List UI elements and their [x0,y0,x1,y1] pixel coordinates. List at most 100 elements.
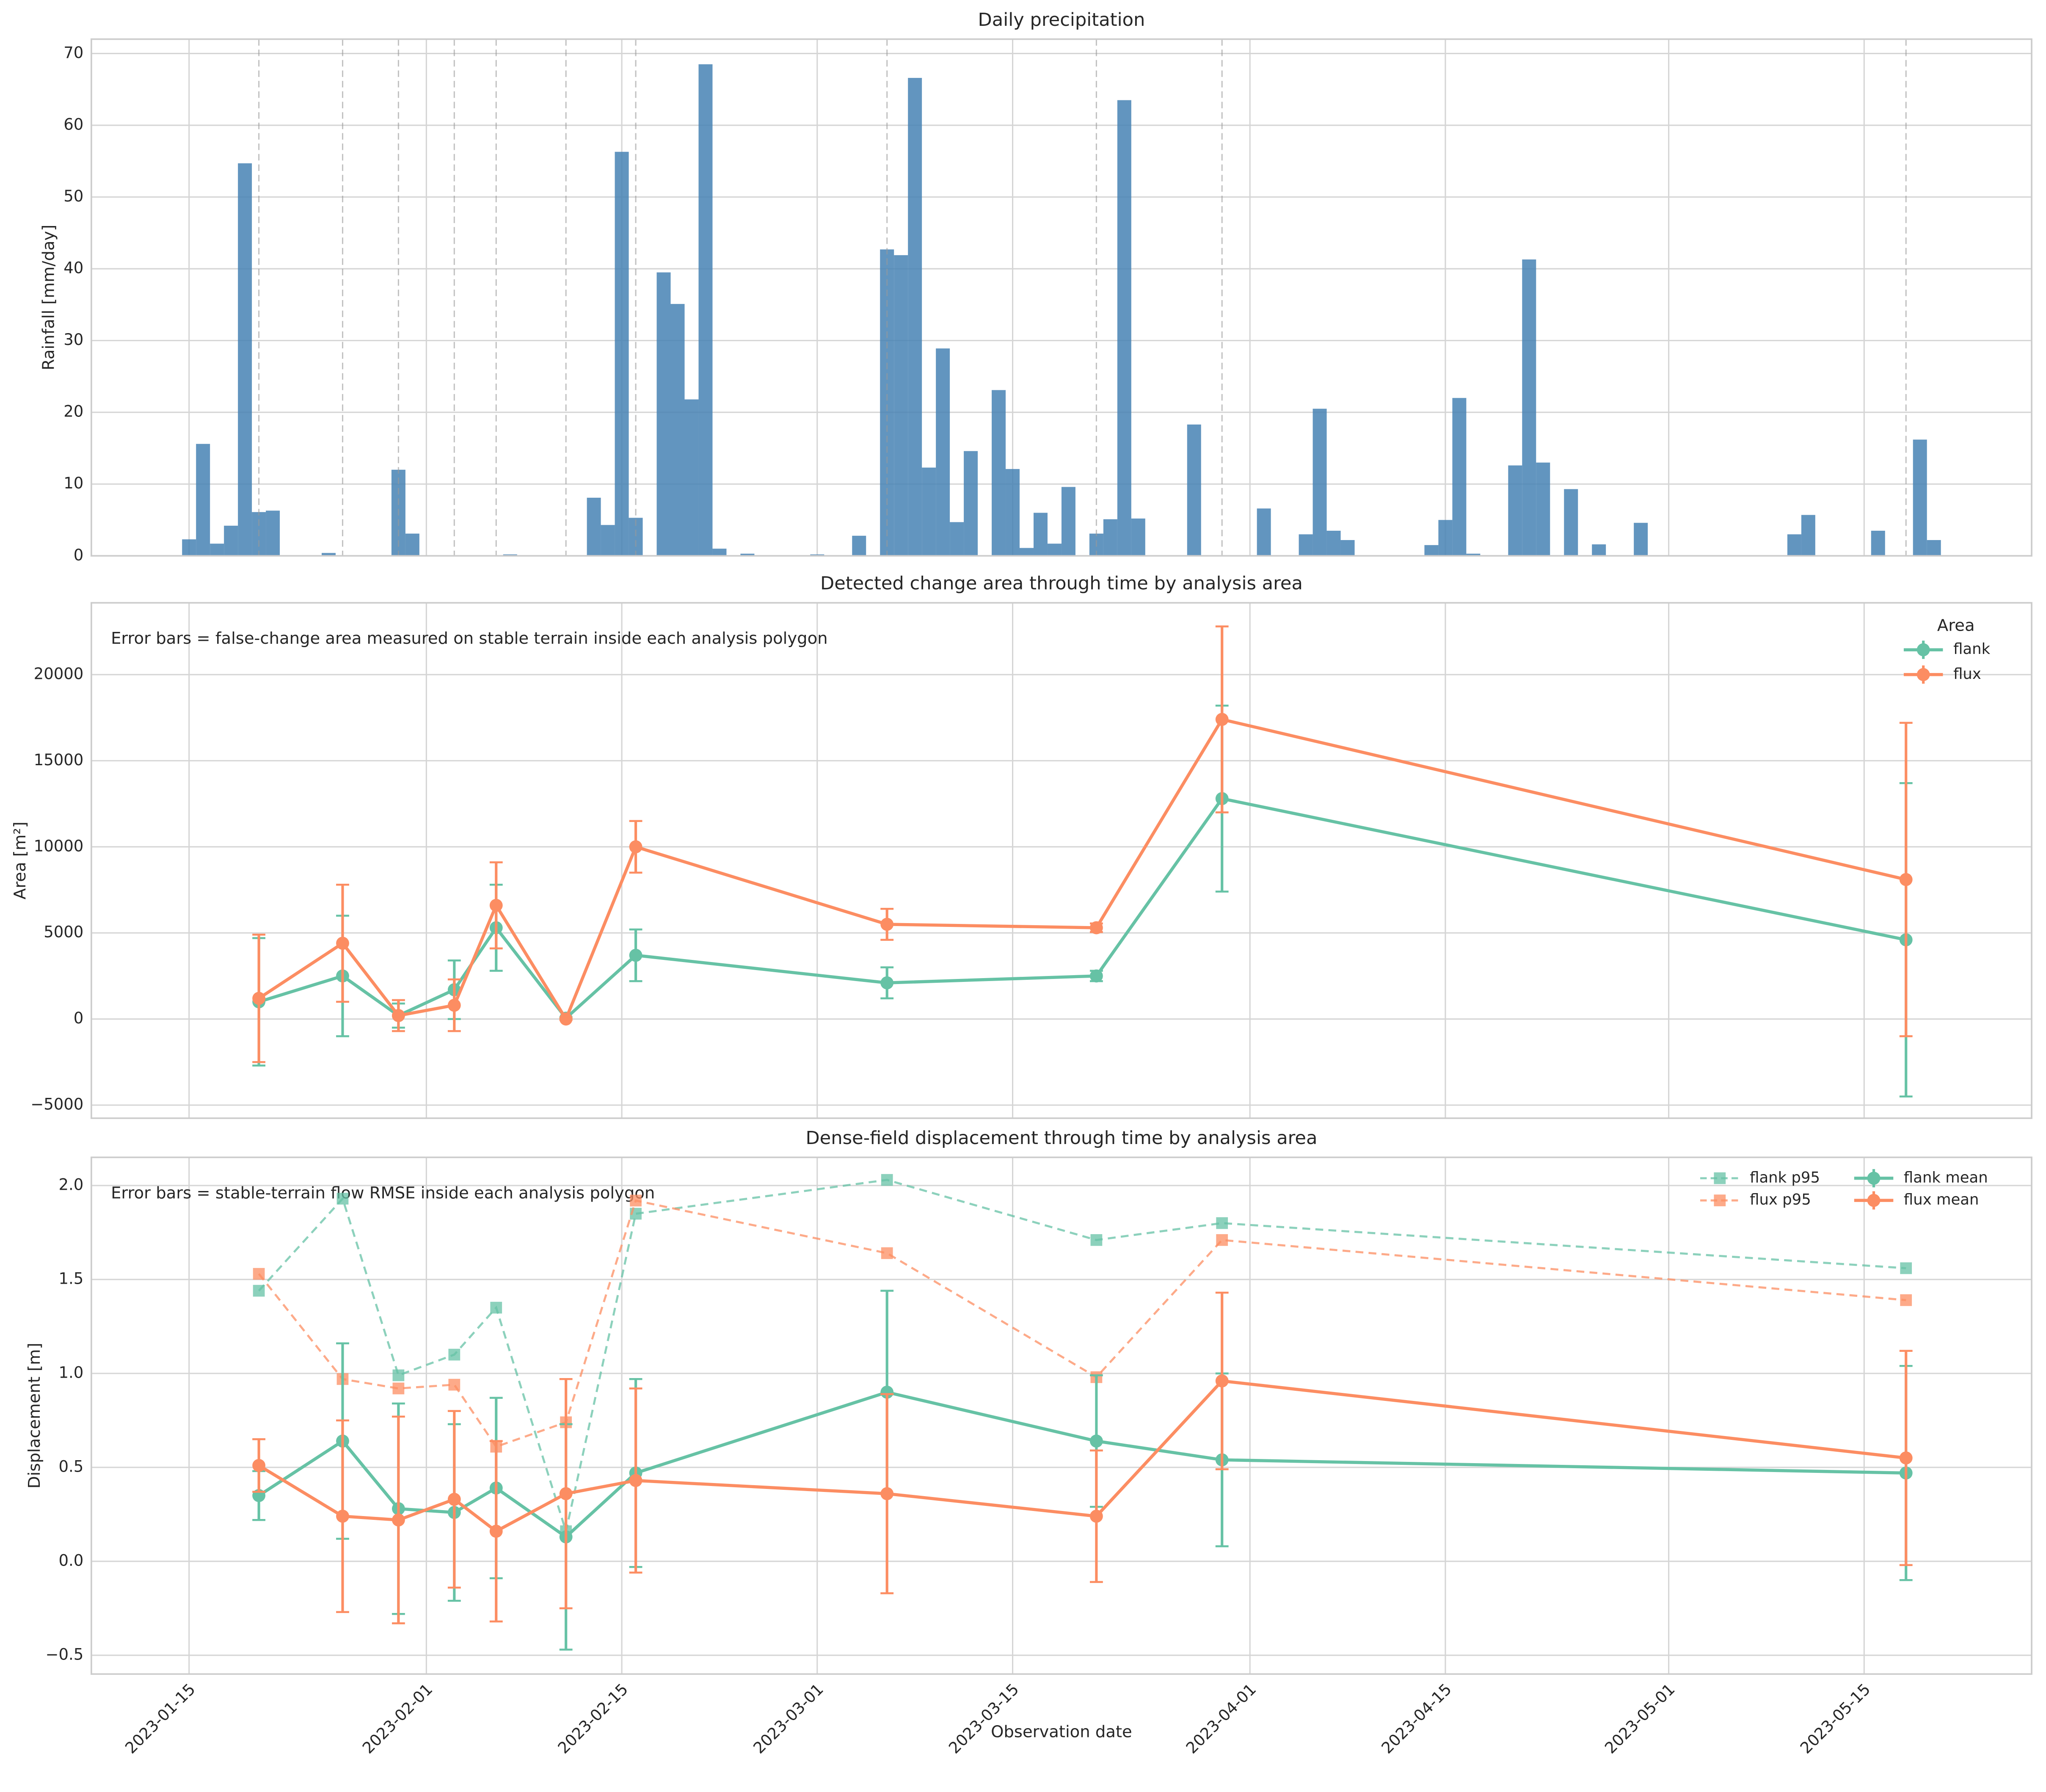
marker [447,1493,461,1506]
marker [489,1525,503,1538]
marker [1215,713,1229,726]
bar [182,539,196,556]
plot-area [91,1157,2032,1674]
chart-title: Dense-field displacement through time by… [805,1128,1317,1149]
bar [852,535,866,556]
legend-label: flux [1953,665,1981,683]
bar [1452,398,1467,556]
bar [1020,548,1034,556]
chart-title: Daily precipitation [978,9,1145,30]
legend-label: flank mean [1904,1169,1988,1186]
bar [740,554,755,556]
bar [322,553,336,556]
marker [1899,1451,1913,1465]
bar [992,390,1006,556]
legend-title: Area [1937,616,1975,635]
bar [1787,534,1801,556]
y-tick-label: 0.5 [59,1457,84,1475]
marker [336,1509,349,1523]
marker [253,1268,265,1280]
marker [392,1382,405,1395]
legend-marker [1867,1194,1881,1207]
bar [1061,487,1075,556]
bar [950,522,964,556]
marker [559,1012,573,1026]
axes-frame [90,1156,2032,1675]
marker [881,1247,893,1259]
bar [1187,425,1201,556]
marker [448,1348,460,1361]
legend: Area flank flux [1903,616,1991,684]
bar [615,152,629,556]
bar [712,549,727,556]
plot-area [91,603,2032,1119]
axes-frame [90,602,2032,1119]
marker [629,948,642,962]
legend-marker [1916,668,1930,681]
y-tick-label: −5000 [30,1095,83,1114]
bar [1131,518,1145,556]
bar [1006,469,1020,556]
bar [405,533,419,556]
y-axis-label: Area [m²] [11,822,30,899]
annotation: Error bars = false-change area measured … [111,629,827,648]
bar [1424,545,1439,556]
y-tick-label: 40 [63,259,83,277]
y-axis-label: Rainfall [mm/day] [39,225,58,370]
y-tick-label: 0 [74,546,84,564]
bar [224,526,238,556]
y-tick-label: 1.0 [59,1364,84,1382]
bar [1033,513,1048,556]
marker [447,998,461,1012]
marker [1215,1374,1229,1388]
bar [656,272,671,556]
legend: flank p95 flux p95 flank mean flux mean [1700,1169,1988,1210]
chart-title: Detected change area through time by ana… [820,573,1303,594]
y-tick-label: −0.5 [46,1645,84,1663]
y-tick-label: 30 [63,331,83,349]
bar [1913,439,1927,556]
bar [964,451,978,556]
marker [881,1174,893,1186]
marker [336,1193,349,1205]
bar [670,304,685,556]
bar [196,444,210,556]
bar [601,525,615,556]
marker [252,992,266,1005]
annotation: Error bars = stable-terrain flow RMSE in… [111,1183,655,1202]
marker [1899,873,1913,886]
marker [252,1459,266,1472]
legend-marker [1916,643,1930,656]
bar [1466,554,1481,556]
marker [629,1474,642,1487]
bar [936,348,950,556]
bar [922,467,936,556]
bar [894,255,908,556]
bar [1257,508,1271,556]
y-tick-label: 20 [63,403,83,421]
bar [1117,100,1131,556]
bar [684,399,699,556]
x-axis-label: Observation date [991,1723,1132,1742]
bar [1508,465,1522,556]
marker [392,1009,405,1022]
marker [880,1385,894,1399]
bar [1522,259,1536,556]
y-tick-label: 10 [63,474,83,492]
marker [1089,1434,1103,1448]
bar [1299,534,1313,556]
marker [880,1487,894,1500]
marker [1089,969,1103,983]
y-tick-label: 15000 [34,751,84,769]
y-tick-label: 0.0 [59,1551,84,1569]
legend-marker [1714,1194,1726,1207]
marker [392,1513,405,1527]
marker [1216,1217,1228,1229]
bar [1340,540,1355,556]
y-tick-label: 1.5 [59,1270,84,1288]
marker [253,1285,265,1297]
bar [587,497,601,556]
marker [489,899,503,912]
